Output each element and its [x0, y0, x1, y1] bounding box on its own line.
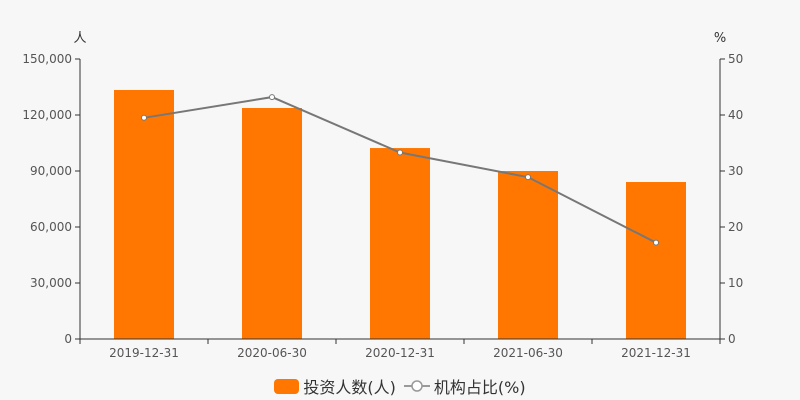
- x-tick-label: 2020-12-31: [365, 346, 435, 360]
- bar[interactable]: [498, 171, 558, 339]
- legend-label-investors: 投资人数(人): [303, 378, 396, 397]
- left-tick-label: 60,000: [30, 220, 72, 234]
- legend-label-institution-ratio: 机构占比(%): [433, 378, 526, 397]
- left-tick-label: 90,000: [30, 164, 72, 178]
- x-tick-label: 2021-06-30: [493, 346, 563, 360]
- line-series: [141, 94, 659, 246]
- legend-item-investors[interactable]: 投资人数(人): [274, 374, 396, 398]
- x-axis: 2019-12-31 2020-06-30 2020-12-31 2021-06-30…: [79, 338, 721, 360]
- left-tick-label: 0: [64, 332, 72, 346]
- right-axis-unit: %: [714, 31, 726, 46]
- bar-swatch-icon: [274, 378, 300, 394]
- x-tick-label: 2020-06-30: [237, 346, 307, 360]
- x-tick-label: 2019-12-31: [109, 346, 179, 360]
- left-tick-label: 150,000: [22, 52, 72, 66]
- line-marker-icon: [403, 380, 430, 392]
- right-tick-label: 50: [728, 52, 743, 66]
- bar[interactable]: [114, 89, 174, 339]
- x-tick-label: 2021-12-31: [621, 346, 691, 360]
- bar[interactable]: [626, 182, 686, 339]
- line-point[interactable]: [269, 94, 275, 101]
- line-point[interactable]: [141, 114, 147, 121]
- line-point[interactable]: [653, 239, 659, 246]
- right-tick-label: 40: [728, 108, 743, 122]
- legend: 投资人数(人) 机构占比(%): [0, 374, 800, 398]
- legend-item-institution-ratio[interactable]: 机构占比(%): [403, 374, 526, 398]
- left-tick-label: 120,000: [22, 108, 72, 122]
- right-tick-label: 0: [728, 332, 736, 346]
- bar-series: [114, 89, 686, 339]
- left-axis-unit: 人: [73, 31, 86, 46]
- right-tick-label: 30: [728, 164, 743, 178]
- line-point[interactable]: [525, 174, 531, 181]
- bar[interactable]: [242, 108, 302, 339]
- right-tick-label: 20: [728, 220, 743, 234]
- line-point[interactable]: [397, 149, 403, 156]
- right-tick-label: 10: [728, 276, 743, 290]
- bar[interactable]: [370, 148, 430, 339]
- right-y-axis: 0 10 20 30 40 50%: [714, 31, 743, 346]
- left-tick-label: 30,000: [30, 276, 72, 290]
